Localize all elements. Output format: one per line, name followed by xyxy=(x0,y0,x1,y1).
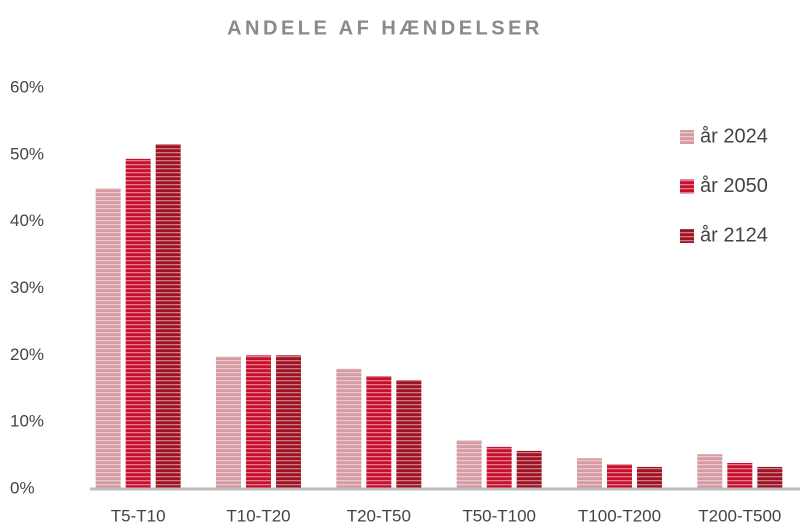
bar xyxy=(246,355,271,489)
legend-label: år 2050 xyxy=(700,175,768,197)
x-tick-label: T10-T20 xyxy=(226,506,290,525)
y-tick-label: 30% xyxy=(10,278,44,297)
bar xyxy=(216,356,241,489)
bar xyxy=(516,450,542,489)
bar xyxy=(95,188,121,489)
bar xyxy=(727,462,753,489)
bar xyxy=(697,454,723,489)
x-tick-label: T20-T50 xyxy=(347,506,411,525)
bar xyxy=(125,158,151,490)
legend-label: år 2024 xyxy=(700,125,768,147)
bar xyxy=(607,464,632,489)
bar xyxy=(336,368,362,489)
bar xyxy=(456,440,482,489)
y-tick-label: 0% xyxy=(10,478,35,497)
x-tick-label: T100-T200 xyxy=(578,506,661,525)
bar xyxy=(366,376,392,489)
bar xyxy=(155,144,181,489)
y-tick-label: 40% xyxy=(10,211,44,230)
y-tick-label: 10% xyxy=(10,412,44,431)
x-tick-label: T200-T500 xyxy=(698,506,781,525)
bar xyxy=(757,466,783,489)
x-tick-label: T5-T10 xyxy=(111,506,166,525)
x-tick-label: T50-T100 xyxy=(462,506,536,525)
bar xyxy=(637,466,662,489)
bar xyxy=(396,380,422,489)
legend-swatch xyxy=(680,229,694,243)
y-tick-label: 20% xyxy=(10,345,44,364)
bar xyxy=(577,458,602,489)
y-tick-label: 60% xyxy=(10,77,44,96)
legend-label: år 2124 xyxy=(700,224,768,246)
bar xyxy=(486,446,512,489)
chart-title: ANDELE AF HÆNDELSER xyxy=(227,17,543,39)
bar xyxy=(276,355,301,489)
y-tick-label: 50% xyxy=(10,144,44,163)
legend-swatch xyxy=(680,179,694,194)
legend-swatch xyxy=(680,130,694,144)
